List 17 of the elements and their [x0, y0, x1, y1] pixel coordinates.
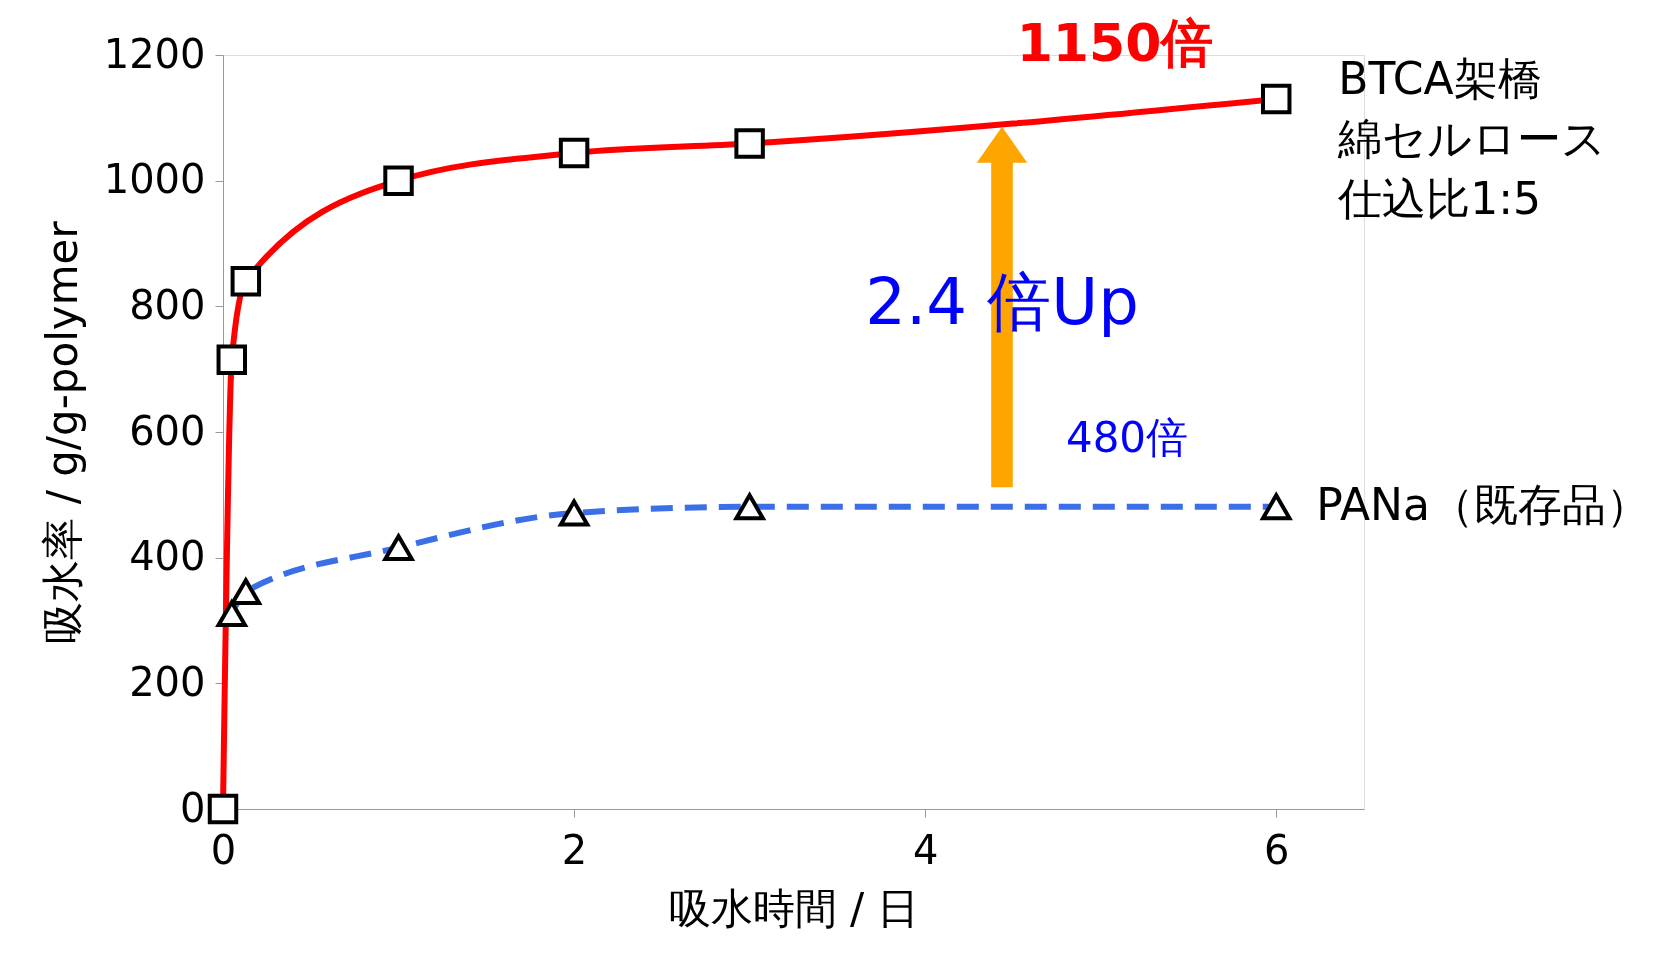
y-tick-label: 200 — [129, 658, 206, 705]
x-tick-label: 6 — [1264, 826, 1290, 873]
y-tick-label: 600 — [129, 407, 206, 454]
x-axis-title: 吸水時間 / 日 — [668, 883, 920, 933]
annotation: 1150倍 — [1016, 13, 1214, 73]
y-tick-label: 1200 — [103, 30, 206, 77]
x-tick-label: 0 — [210, 826, 237, 873]
x-tick-label: 2 — [561, 826, 588, 873]
series-label: BTCA架橋綿セルロース仕込比1:5 — [1337, 52, 1607, 224]
x-tick-label: 4 — [912, 826, 939, 873]
y-tick-label: 800 — [129, 281, 206, 328]
y-tick-label: 400 — [129, 533, 206, 580]
annotation: 480倍 — [1065, 413, 1189, 462]
y-tick-label: 0 — [180, 784, 206, 831]
y-axis-title: 吸水率 / g/g-polymer — [37, 220, 87, 644]
series-label: PANa（既存品） — [1316, 478, 1650, 530]
y-tick-label: 1000 — [103, 156, 206, 203]
